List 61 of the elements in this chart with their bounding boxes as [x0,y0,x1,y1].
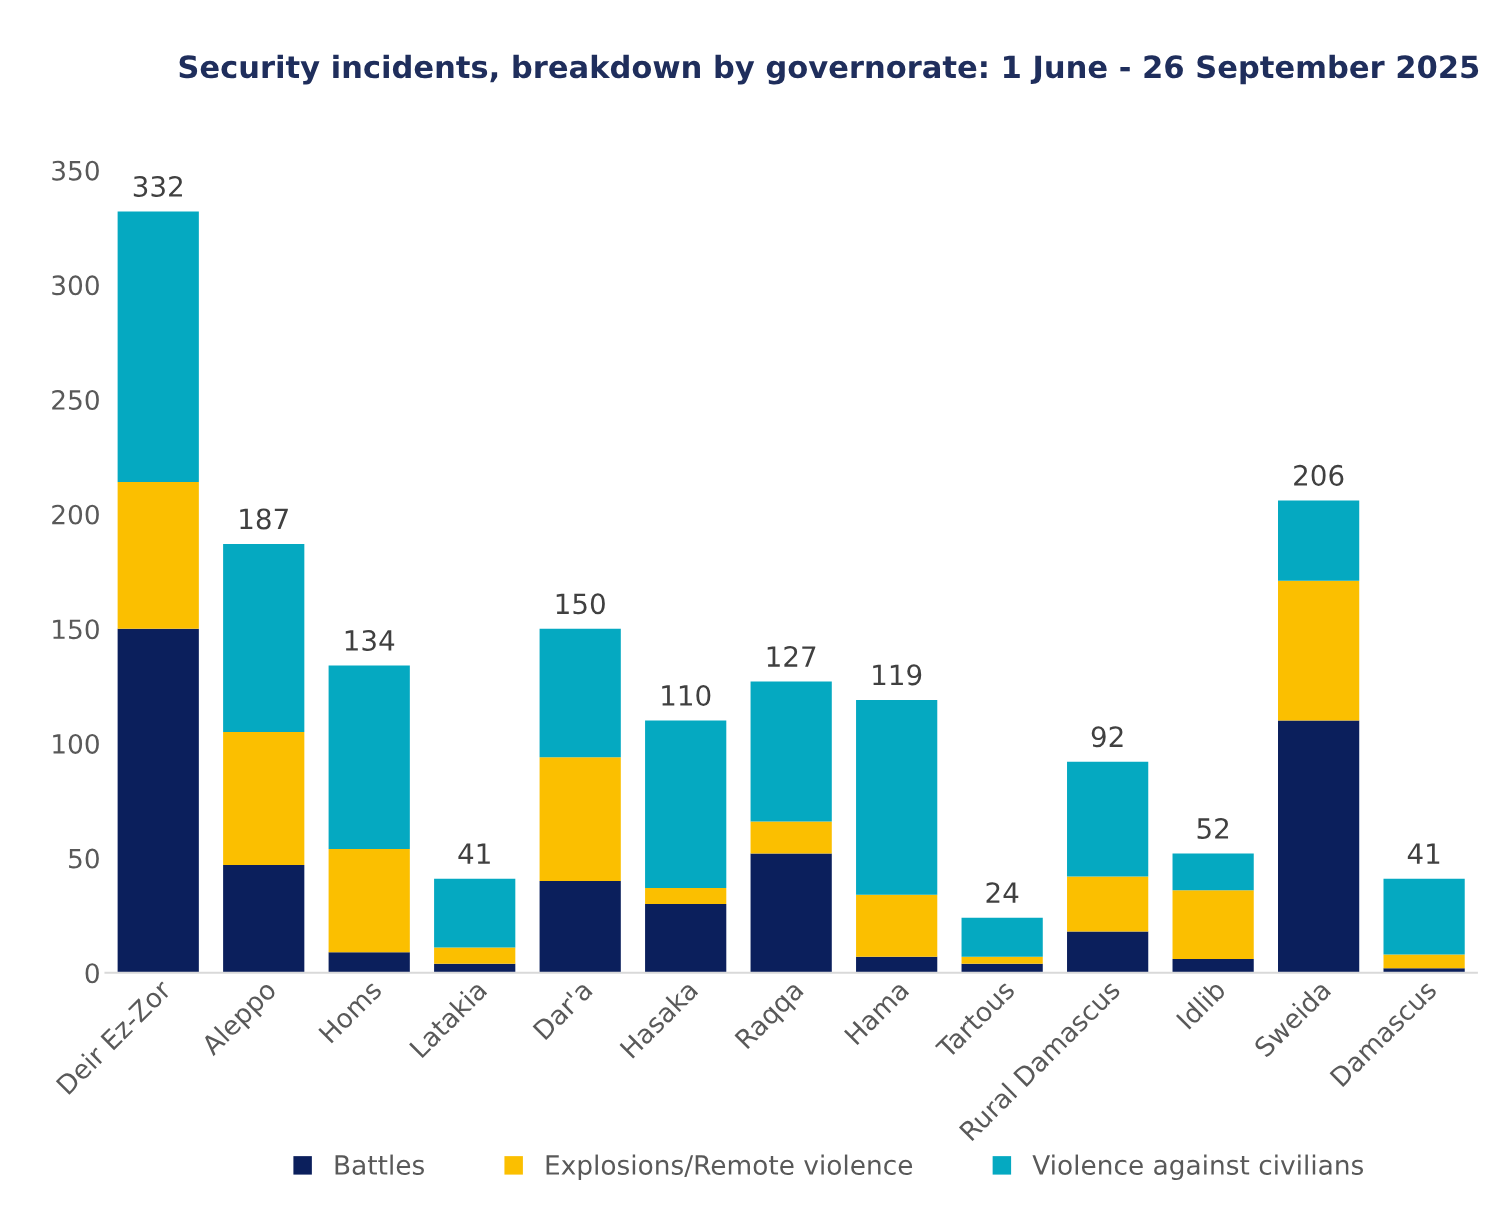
bar [223,732,305,866]
bar [1067,931,1149,973]
bar [1172,959,1254,973]
bar [539,628,621,758]
bar [645,887,727,905]
bar [328,665,410,849]
bar [539,881,621,973]
total-label: 332 [133,175,182,197]
bar [645,720,727,888]
bar [1172,890,1254,960]
y-tick-label: 250 [52,389,99,410]
bar [434,947,516,964]
legend-label: Explosions/Remote violence [546,1154,913,1181]
bar [1067,761,1149,877]
total-label: 24 [986,882,1019,903]
total-label: 119 [873,664,922,686]
bar [645,904,727,973]
legend-label: Violence against civilians [1032,1154,1364,1181]
y-tick-label: 100 [53,733,99,754]
bar [750,853,832,973]
bar [856,699,938,895]
bar [1172,853,1254,891]
y-tick-label: 0 [85,963,99,984]
bar [1383,954,1465,969]
total-label: 150 [556,593,605,615]
total-label: 110 [662,685,711,707]
total-label: 187 [240,508,288,530]
total-label: 134 [345,629,395,651]
bar [328,952,410,973]
bar [961,956,1043,964]
total-label: 41 [1407,843,1440,864]
y-tick-label: 150 [53,619,99,640]
bar [539,757,621,882]
total-label: 206 [1294,464,1344,486]
bar [117,211,199,483]
bar [1383,878,1465,955]
y-tick-label: 350 [52,160,99,181]
bar [750,681,832,822]
bar [750,821,832,854]
y-tick-label: 50 [69,848,99,869]
bar [856,956,938,973]
bar [434,878,516,948]
bar [1278,500,1360,581]
total-label: 41 [458,843,490,864]
y-tick-label: 300 [52,275,99,296]
total-label: 127 [767,646,816,667]
bar [223,544,305,733]
bar [856,894,938,957]
chart-title: Security incidents, breakdown by governorate: 1 June - 26 September 2025 [179,54,1479,85]
bar [328,848,410,953]
total-label: 92 [1091,726,1123,748]
total-label: 52 [1197,818,1229,840]
bar [1278,580,1360,721]
bar [117,628,199,973]
bar [223,865,305,973]
bar [117,482,199,629]
bar [961,917,1043,957]
bar [1067,876,1149,932]
y-tick-label: 200 [52,504,99,525]
bar [1278,720,1360,973]
legend-label: Battles [335,1154,424,1175]
